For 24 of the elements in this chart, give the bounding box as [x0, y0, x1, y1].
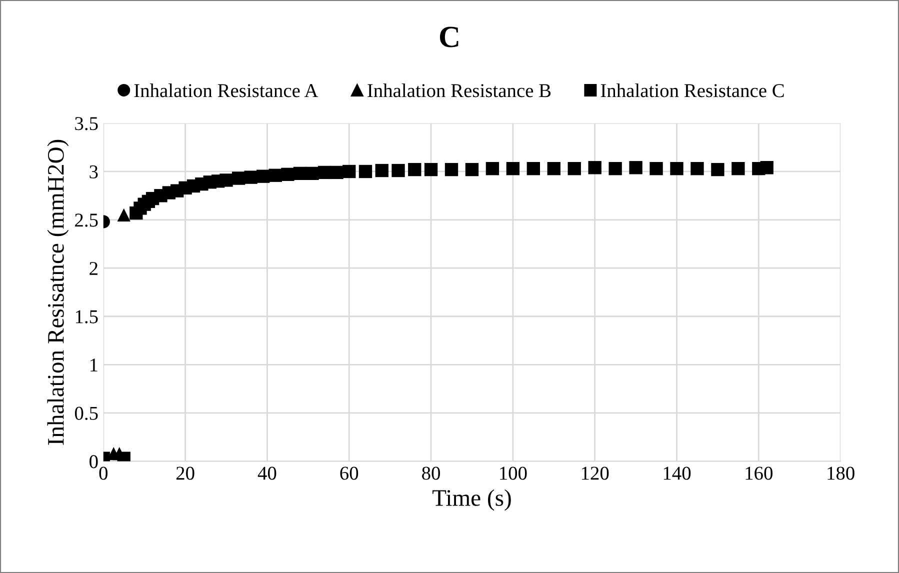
legend-label: Inhalation Resistance B: [368, 84, 551, 98]
chart-title: C: [440, 26, 458, 48]
y-tick-label: 0.5: [74, 406, 98, 420]
x-tick-label: 160: [746, 466, 772, 480]
x-tick-label: 80: [422, 466, 440, 480]
x-tick-label: 120: [582, 466, 609, 480]
x-axis-title: Time (s): [432, 489, 511, 511]
y-tick-label: 1.5: [76, 310, 98, 324]
y-tick-label: 0: [90, 455, 98, 468]
y-axis-title: Inhalation Resisatnce (mmH2O): [47, 140, 69, 445]
x-tick-label: 60: [340, 466, 358, 480]
x-tick-label: 0: [99, 466, 108, 480]
x-tick-label: 40: [258, 466, 276, 480]
y-tick-label: 2.5: [75, 214, 98, 227]
x-tick-label: 100: [500, 466, 527, 480]
x-tick-label: 180: [828, 466, 854, 480]
y-tick-label: 1: [90, 358, 98, 372]
y-tick-label: 3: [90, 165, 98, 178]
legend-label: Inhalation Resistance C: [600, 84, 784, 98]
legend-label: Inhalation Resistance A: [134, 84, 318, 98]
y-tick-label: 3.5: [75, 117, 98, 130]
x-tick-label: 20: [176, 466, 194, 480]
y-tick-label: 2: [90, 262, 98, 275]
x-tick-label: 140: [664, 466, 691, 480]
